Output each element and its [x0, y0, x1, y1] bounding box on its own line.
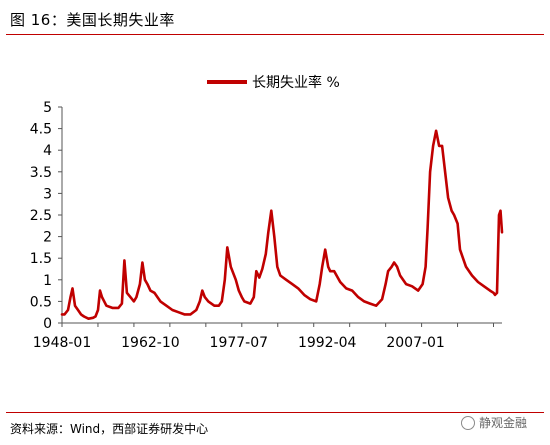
watermark: 静观金融 — [461, 414, 527, 431]
series-layer — [60, 129, 504, 320]
y-tick-label: 5 — [43, 100, 52, 116]
title-divider — [6, 34, 544, 35]
y-tick-label: 3.5 — [30, 165, 52, 181]
x-tick-label: 1948-01 — [33, 335, 92, 351]
chart: 0 0.5 1 1.5 2 2.5 3 3.5 4 4.5 5 1948-01 1962-10 1977-… — [30, 74, 504, 351]
x-tick-label: 1992-04 — [298, 335, 357, 351]
y-tick-label: 3 — [43, 186, 52, 202]
y-tick-label: 0.5 — [30, 294, 52, 310]
x-tick-label: 1977-07 — [210, 335, 269, 351]
y-tick-label: 2.5 — [30, 208, 52, 224]
y-tick-label: 1.5 — [30, 251, 52, 267]
y-tick-label: 0 — [43, 316, 52, 332]
y-tick-label: 4 — [43, 143, 52, 159]
y-tick-label: 1 — [43, 273, 52, 289]
source-note: 资料来源：Wind，西部证券研发中心 — [10, 422, 209, 436]
axes: 0 0.5 1 1.5 2 2.5 3 3.5 4 4.5 5 1948-01 1962-10 1977-… — [30, 100, 502, 351]
chart-title: 图 16：美国长期失业率 — [10, 11, 175, 29]
wechat-icon — [461, 415, 475, 430]
footer-divider — [6, 412, 544, 413]
x-tick-label: 1962-10 — [121, 335, 180, 351]
series-line — [60, 129, 504, 320]
y-tick-label: 4.5 — [30, 122, 52, 138]
x-tick-label: 2007-01 — [386, 335, 445, 351]
y-tick-label: 2 — [43, 230, 52, 246]
legend: 长期失业率 % — [207, 74, 340, 91]
legend-label: 长期失业率 % — [252, 74, 340, 91]
watermark-text: 静观金融 — [479, 416, 528, 430]
